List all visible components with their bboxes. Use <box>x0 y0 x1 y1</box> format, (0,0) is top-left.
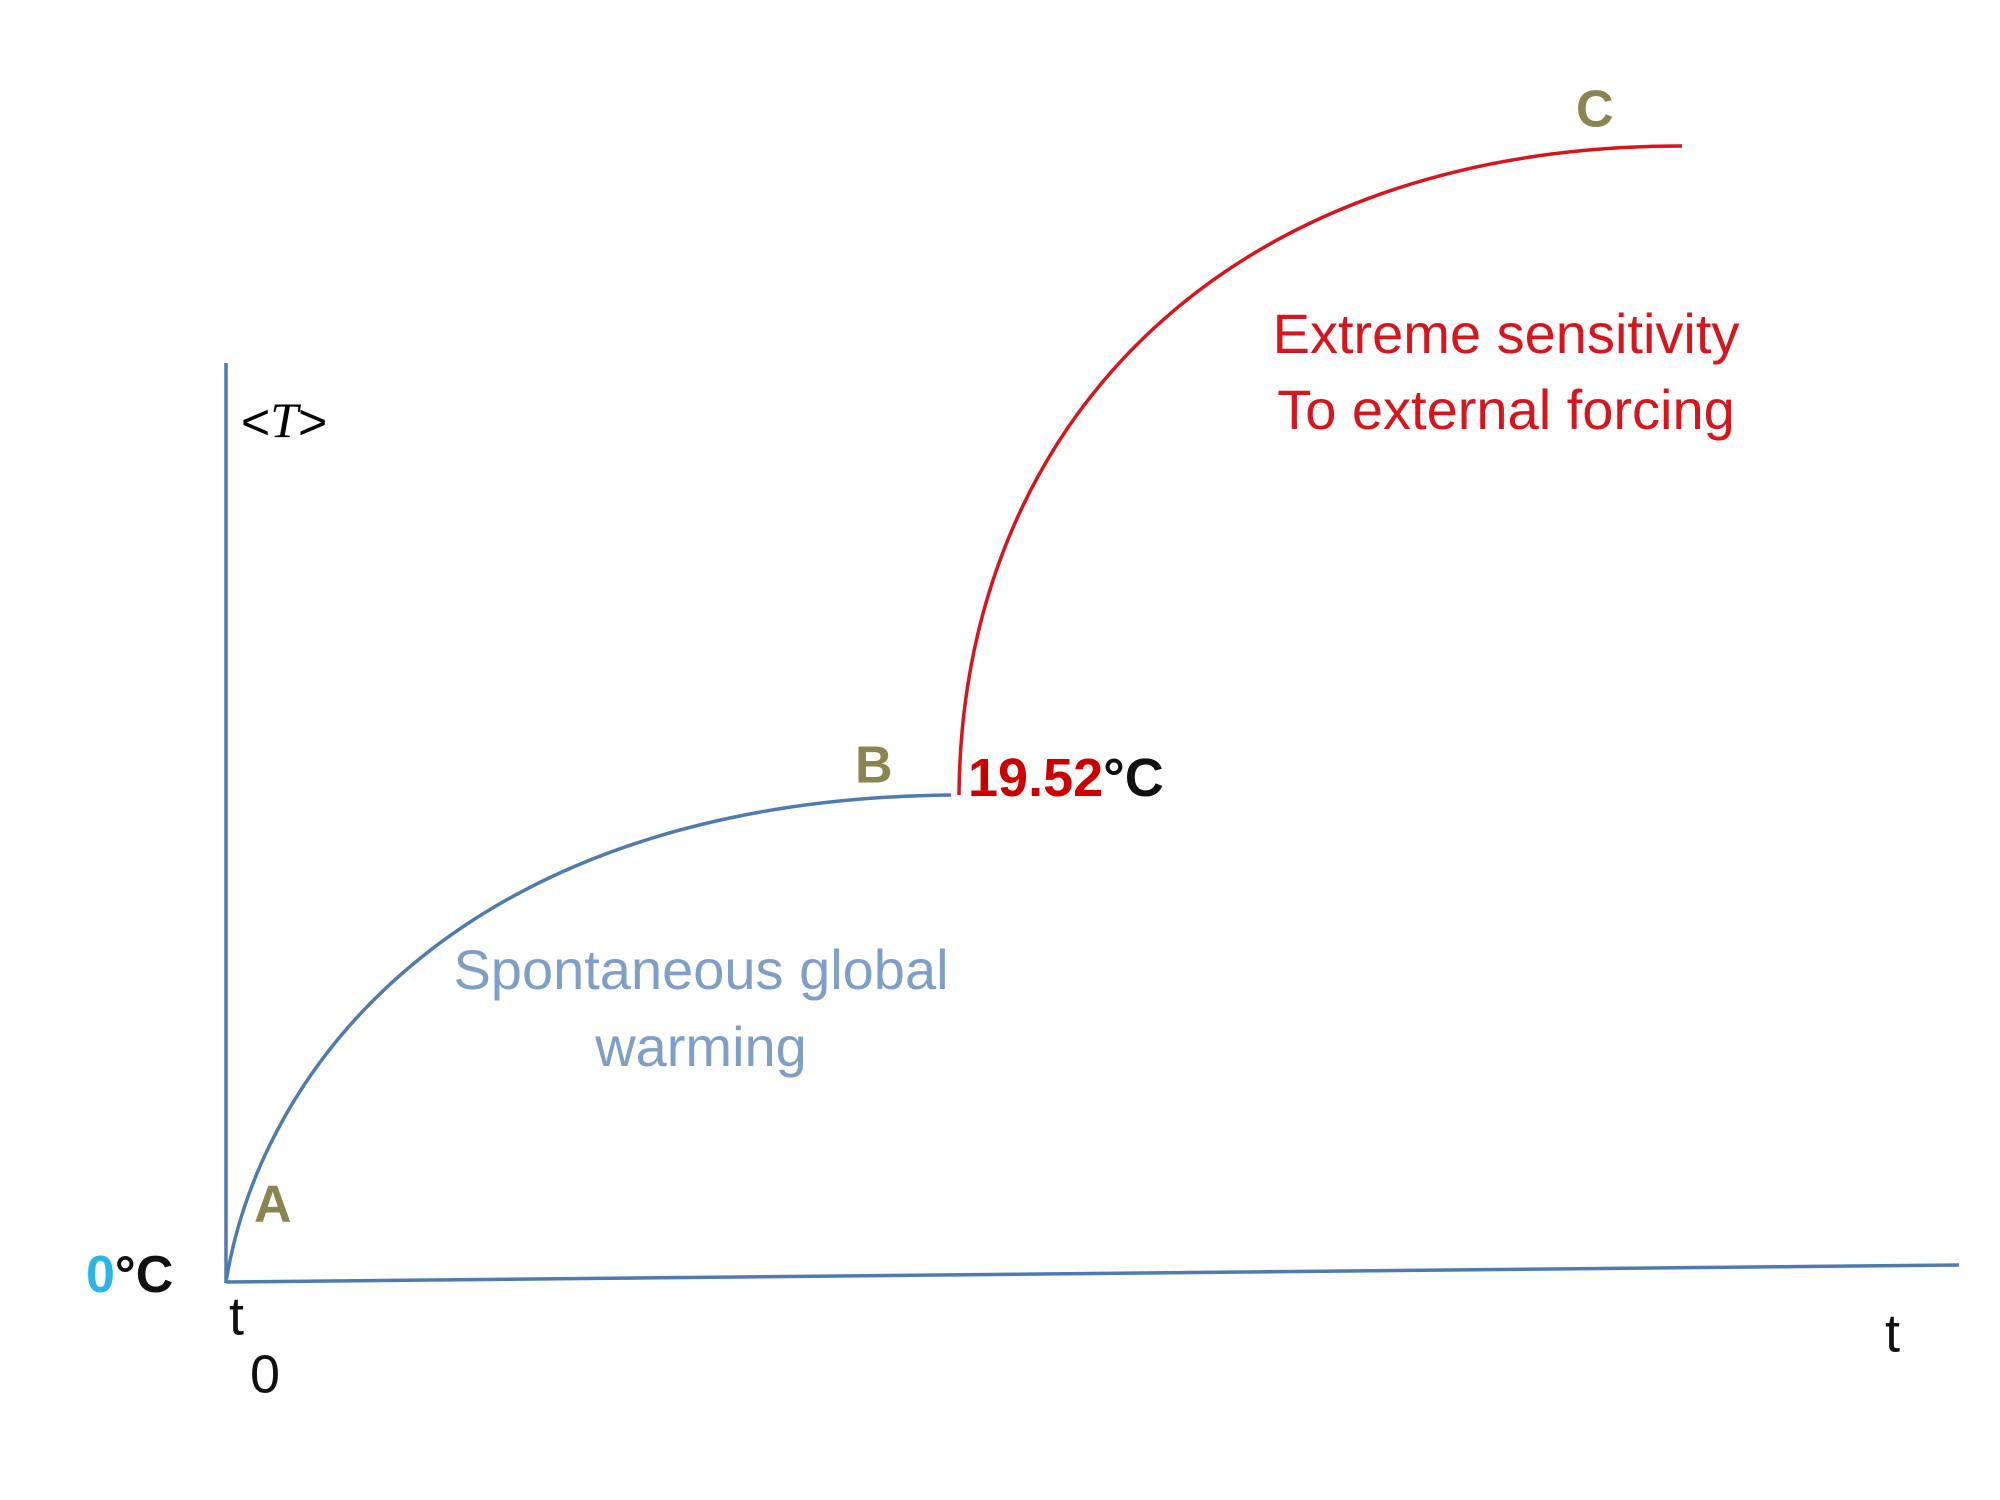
annotation: To external forcing <box>1277 378 1735 441</box>
x-origin-subscript: 0 <box>250 1344 280 1404</box>
annotation: warming <box>594 1015 807 1078</box>
x-axis-label: t <box>1885 1303 1900 1363</box>
blue-curve <box>224 793 952 1283</box>
y-label-var: T <box>270 392 301 448</box>
annotation: Spontaneous global <box>453 938 948 1001</box>
y-label-close: > <box>298 394 327 450</box>
value-unit: °C <box>1103 748 1164 808</box>
x-origin-label: t <box>229 1286 244 1346</box>
y-axis-label: <T> <box>241 392 327 450</box>
red-curve <box>957 144 1683 796</box>
point-label: A <box>254 1176 292 1234</box>
value-number: 19.52 <box>968 748 1103 808</box>
point-value: 19.52°C <box>968 748 1164 808</box>
origin-unit: °C <box>115 1246 173 1304</box>
point-label: B <box>855 737 893 795</box>
origin-label: 0°C <box>86 1246 173 1304</box>
annotation: Extreme sensitivity <box>1273 302 1740 365</box>
point-label: C <box>1576 81 1614 139</box>
x-axis <box>225 1263 1960 1284</box>
origin-value: 0 <box>86 1246 115 1304</box>
y-label-open: < <box>241 394 270 450</box>
